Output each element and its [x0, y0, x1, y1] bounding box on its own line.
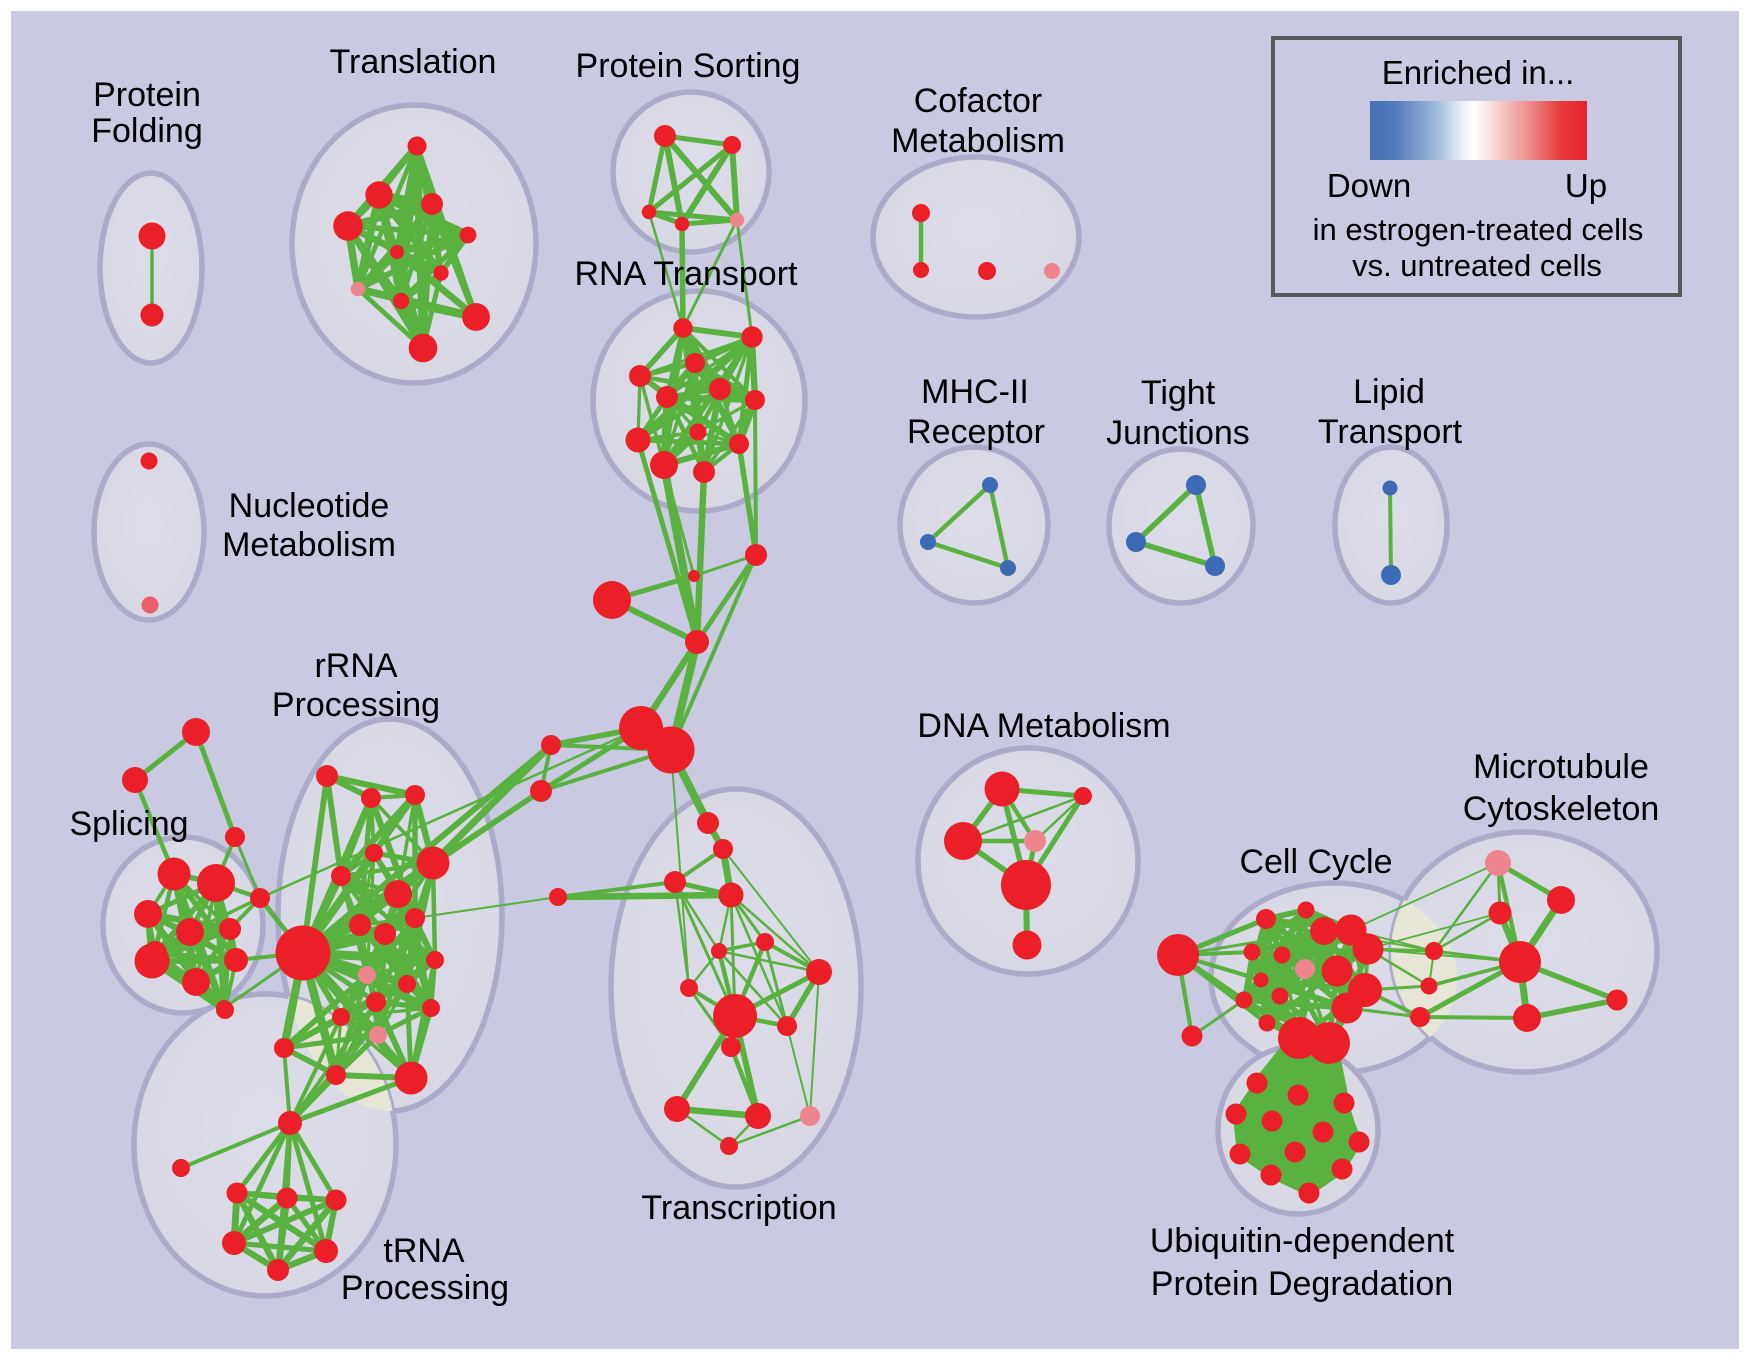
- svg-text:Cofactor: Cofactor: [914, 82, 1043, 120]
- svg-text:rRNA: rRNA: [314, 647, 397, 685]
- svg-text:Splicing: Splicing: [69, 805, 188, 843]
- svg-text:Protein Sorting: Protein Sorting: [576, 47, 801, 85]
- svg-text:RNA Transport: RNA Transport: [575, 255, 799, 293]
- svg-text:Microtubule: Microtubule: [1473, 748, 1649, 786]
- svg-text:Tight: Tight: [1141, 374, 1216, 412]
- svg-text:Processing: Processing: [341, 1269, 509, 1307]
- svg-text:Down: Down: [1327, 167, 1411, 204]
- svg-text:tRNA: tRNA: [383, 1232, 465, 1270]
- svg-text:Cytoskeleton: Cytoskeleton: [1463, 790, 1660, 828]
- svg-text:Ubiquitin-dependent: Ubiquitin-dependent: [1150, 1222, 1455, 1260]
- svg-text:Protein Degradation: Protein Degradation: [1151, 1265, 1453, 1303]
- svg-text:DNA Metabolism: DNA Metabolism: [917, 707, 1170, 745]
- svg-text:Folding: Folding: [91, 112, 203, 150]
- svg-text:Enriched in...: Enriched in...: [1382, 54, 1575, 91]
- svg-text:Transcription: Transcription: [641, 1189, 836, 1227]
- svg-text:Metabolism: Metabolism: [891, 122, 1065, 160]
- svg-text:Protein: Protein: [93, 76, 201, 114]
- svg-text:Up: Up: [1565, 167, 1607, 204]
- svg-text:Processing: Processing: [272, 686, 440, 724]
- svg-text:Cell Cycle: Cell Cycle: [1239, 843, 1392, 881]
- svg-text:Transport: Transport: [1318, 413, 1463, 451]
- svg-text:MHC-II: MHC-II: [921, 373, 1029, 411]
- svg-text:Nucleotide: Nucleotide: [229, 487, 390, 525]
- svg-text:Receptor: Receptor: [907, 413, 1045, 451]
- svg-text:in estrogen-treated cells: in estrogen-treated cells: [1313, 212, 1644, 247]
- svg-text:vs. untreated cells: vs. untreated cells: [1352, 248, 1602, 283]
- svg-text:Lipid: Lipid: [1353, 373, 1425, 411]
- svg-text:Junctions: Junctions: [1106, 414, 1250, 452]
- svg-text:Metabolism: Metabolism: [222, 526, 396, 564]
- svg-text:Translation: Translation: [330, 43, 497, 81]
